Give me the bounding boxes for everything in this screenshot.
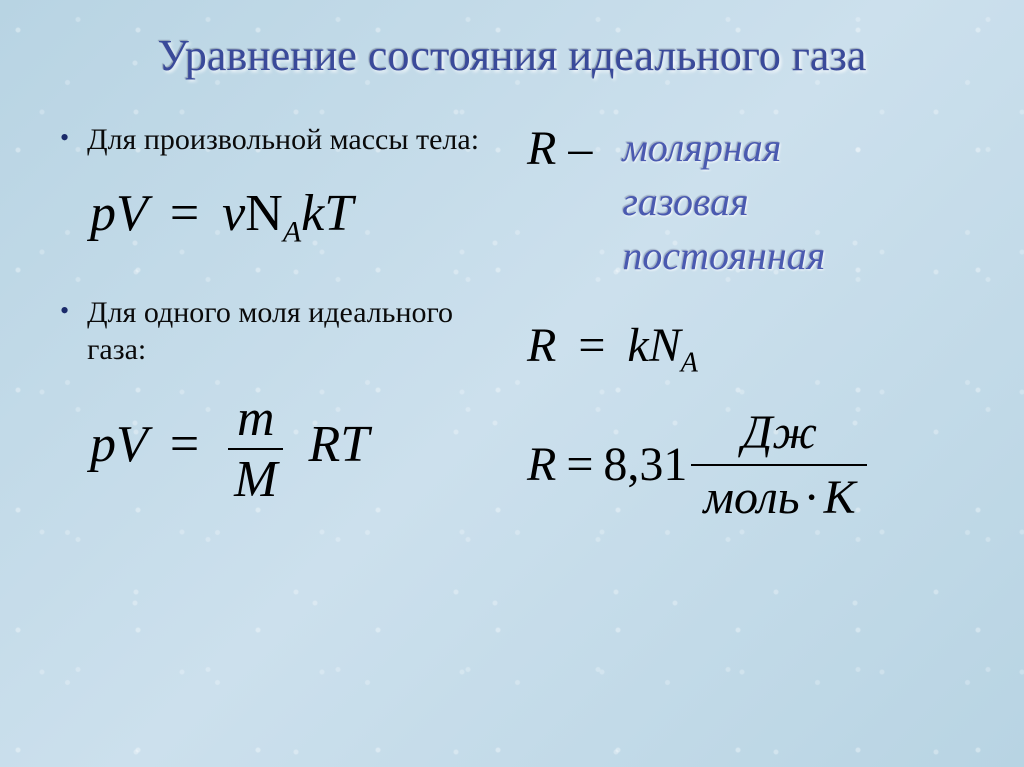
- formula1-lhs: pV: [90, 185, 147, 242]
- formula2-lhs: pV: [90, 416, 147, 473]
- r-equation-kn: R = kNA: [527, 318, 974, 380]
- formula1-kT: kT: [301, 185, 353, 242]
- formula1-A: A: [283, 215, 301, 248]
- r-definition: R – молярная газовая постоянная: [527, 121, 974, 283]
- content-area: • Для произвольной массы тела: pV = νNAk…: [0, 81, 1024, 554]
- equals-sign: =: [556, 437, 603, 492]
- formula1-N: N: [245, 185, 283, 242]
- r-value-number: 8,31: [603, 437, 687, 492]
- r-text-line2: газовая: [622, 175, 825, 229]
- r-description: молярная газовая постоянная: [622, 121, 825, 283]
- r-text-line1: молярная: [622, 121, 825, 175]
- formula2-fraction: m M: [228, 389, 283, 509]
- equals-sign: =: [160, 416, 209, 473]
- bullet-dot-icon: •: [60, 121, 69, 155]
- formula2-RT: RT: [302, 416, 369, 473]
- r-unit-K: К: [824, 471, 856, 524]
- bullet-text-2: Для одного моля идеального газа:: [87, 294, 507, 369]
- r-symbol: R –: [527, 121, 592, 176]
- r-value-equation: R = 8,31 Дж моль·К: [527, 405, 974, 525]
- r-unit-mol: моль: [703, 471, 799, 524]
- r-letter: R: [527, 319, 556, 372]
- r-letter: R: [527, 437, 556, 492]
- formula1-nu: ν: [222, 185, 245, 242]
- formula2-denominator: M: [228, 448, 283, 509]
- r-eq-k: k: [627, 319, 648, 372]
- formula2-numerator: m: [228, 389, 283, 448]
- left-column: • Для произвольной массы тела: pV = νNAk…: [60, 121, 507, 554]
- bullet-text-1: Для произвольной массы тела:: [87, 121, 479, 159]
- bullet-dot-icon: •: [60, 294, 69, 328]
- equals-sign: =: [160, 185, 209, 242]
- r-eq-A: A: [681, 348, 698, 379]
- right-column: R – молярная газовая постоянная R = kNA …: [507, 121, 974, 554]
- formula-2: pV = m M RT: [60, 389, 507, 509]
- dot-operator: ·: [800, 471, 824, 524]
- r-unit-denominator: моль·К: [691, 464, 867, 525]
- bullet-item-1: • Для произвольной массы тела:: [60, 121, 507, 159]
- formula-1: pV = νNAkT: [60, 184, 507, 249]
- slide-title: Уравнение состояния идеального газа: [0, 0, 1024, 81]
- r-unit-fraction: Дж моль·К: [691, 405, 867, 525]
- r-text-line3: постоянная: [622, 229, 825, 283]
- equals-sign: =: [568, 319, 615, 372]
- r-unit-numerator: Дж: [691, 405, 867, 464]
- bullet-item-2: • Для одного моля идеального газа:: [60, 294, 507, 369]
- r-eq-N: N: [649, 319, 681, 372]
